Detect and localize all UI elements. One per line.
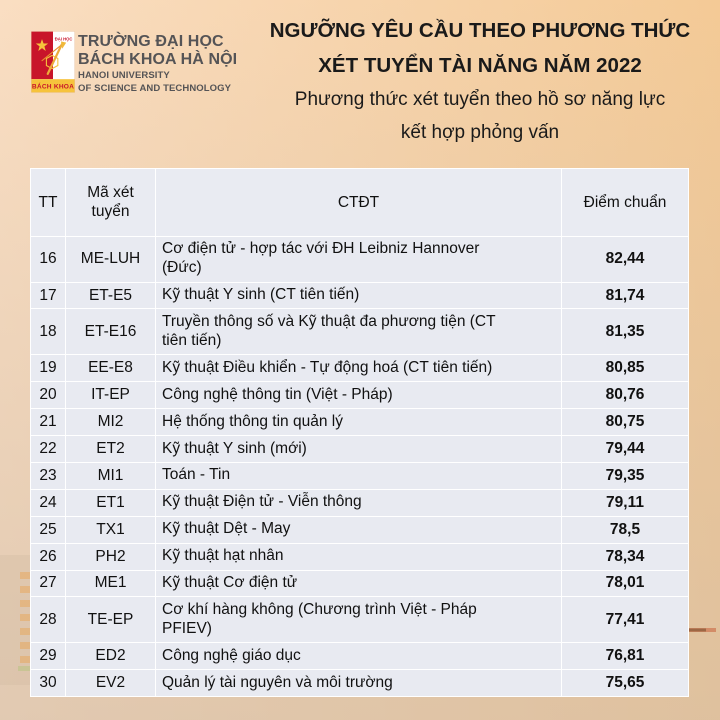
svg-text:ĐẠI HỌC: ĐẠI HỌC [55,36,73,41]
